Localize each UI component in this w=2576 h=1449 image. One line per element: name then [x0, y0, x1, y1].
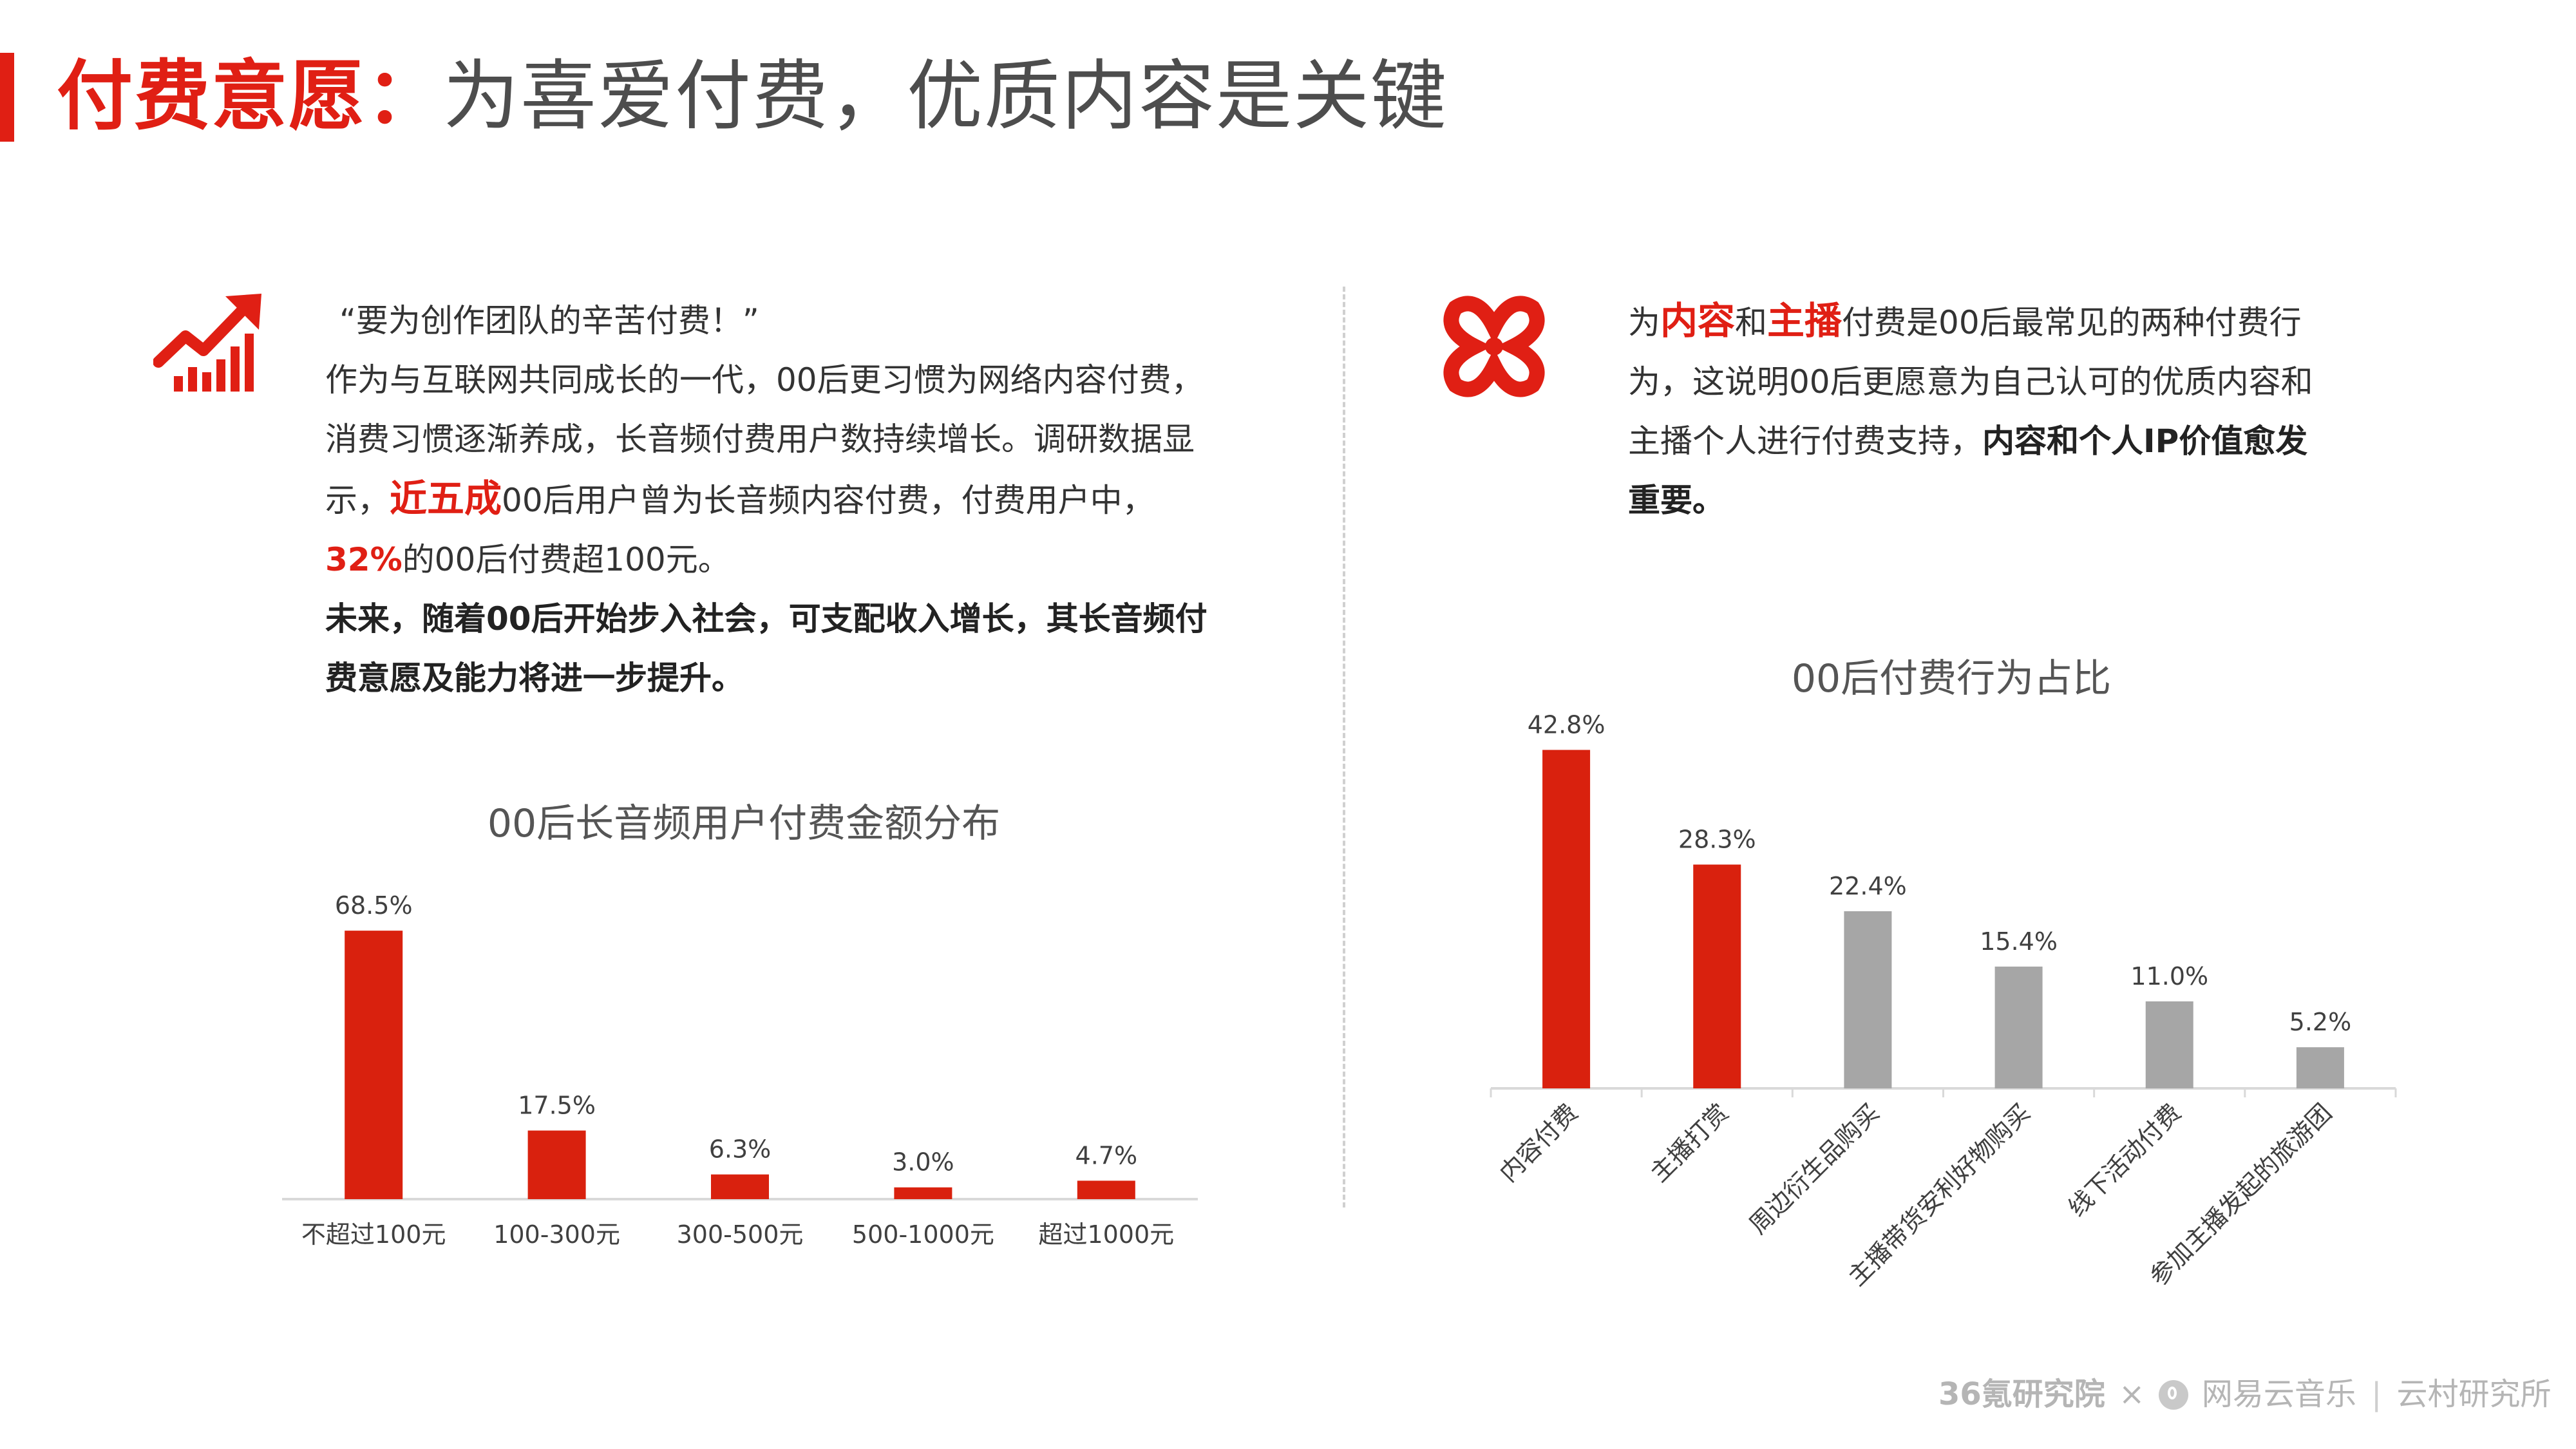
text-fragment: 付费是00后最常见的两种付费行	[1842, 304, 2302, 341]
right-description: 为内容和主播付费是00后最常见的两种付费行 为，这说明00后更愿意为自己认可的优…	[1628, 291, 2530, 530]
category-label: 300-500元	[677, 1220, 804, 1249]
data-label: 17.5%	[518, 1092, 596, 1120]
text-line: 重要。	[1628, 482, 1725, 519]
data-label: 28.3%	[1678, 826, 1756, 854]
text-fragment: 为	[1628, 304, 1660, 341]
text-line: 示，近五成00后用户曾为长音频内容付费，付费用户中，	[325, 469, 1304, 530]
category-label: 100-300元	[493, 1220, 620, 1249]
chart-title-behavior: 00后付费行为占比	[1791, 656, 2112, 701]
bar	[345, 931, 403, 1199]
data-label: 22.4%	[1829, 872, 1907, 900]
brand-netease: 网易云音乐	[2201, 1376, 2356, 1412]
brand-36kr: 36氪研究院	[1938, 1376, 2105, 1412]
highlight-32-percent: 32%	[325, 541, 402, 578]
category-label: 不超过100元	[301, 1220, 446, 1249]
rising-chart-icon	[153, 294, 261, 392]
emphasis-ip-value: 内容和个人IP价值愈发	[1982, 422, 2308, 460]
text-line: 为内容和主播付费是00后最常见的两种付费行	[1628, 291, 2530, 352]
bar	[1844, 911, 1892, 1088]
bar	[1994, 966, 2043, 1088]
times-sign: ×	[2119, 1376, 2145, 1412]
bar	[711, 1174, 769, 1199]
text-fragment: 主播个人进行付费支持，	[1628, 422, 1982, 460]
highlight-host: 主播	[1767, 299, 1842, 343]
text-line: 消费习惯逐渐养成，长音频付费用户数持续增长。调研数据显	[325, 421, 1195, 458]
highlight-near-half: 近五成	[390, 477, 502, 520]
bar	[894, 1187, 952, 1199]
data-label: 3.0%	[892, 1148, 954, 1177]
text-line: 主播个人进行付费支持，内容和个人IP价值愈发	[1628, 412, 2530, 471]
conclusion-line: 费意愿及能力将进一步提升。	[325, 659, 744, 697]
bar	[1077, 1180, 1135, 1199]
bar	[2296, 1047, 2344, 1088]
data-label: 15.4%	[1980, 927, 2058, 956]
column-divider	[1343, 287, 1345, 1208]
text-fragment: 示，	[325, 482, 390, 519]
category-label: 超过1000元	[1038, 1220, 1174, 1249]
category-label: 周边衍生品购买	[1744, 1098, 1885, 1239]
text-fragment: 的00后付费超100元。	[402, 541, 730, 578]
cross-knot-icon	[1443, 296, 1545, 397]
text-line: 32%的00后付费超100元。	[325, 530, 1304, 589]
text-line: 为，这说明00后更愿意为自己认可的优质内容和	[1628, 363, 2313, 401]
title-accent-bar	[0, 53, 14, 142]
page-title-rest: 为喜爱付费，优质内容是关键	[443, 52, 1448, 140]
text-fragment: 和	[1735, 304, 1768, 341]
footer: 36氪研究院 × 网易云音乐 | 云村研究所 18	[1938, 1372, 2576, 1417]
conclusion-line: 未来，随着00后开始步入社会，可支配收入增长，其长音频付	[325, 600, 1208, 638]
text-fragment: 00后用户曾为长音频内容付费，付费用户中，	[502, 482, 1155, 519]
bar	[1542, 750, 1591, 1088]
left-description: “要为创作团队的辛苦付费！” 作为与互联网共同成长的一代，00后更习惯为网络内容…	[325, 291, 1304, 708]
footer-separator: |	[2371, 1376, 2382, 1412]
quote-line: “要为创作团队的辛苦付费！”	[339, 302, 759, 339]
highlight-content: 内容	[1660, 299, 1736, 343]
category-label: 500-1000元	[852, 1220, 994, 1249]
page-title-emphasis: 付费意愿：	[57, 52, 444, 140]
data-label: 42.8%	[1528, 710, 1605, 739]
chart-title-amount: 00后长音频用户付费金额分布	[487, 801, 1001, 846]
netease-music-icon	[2158, 1380, 2188, 1410]
category-label: 线下活动付费	[2063, 1098, 2186, 1222]
data-label: 68.5%	[335, 891, 413, 920]
bar	[1693, 864, 1741, 1088]
category-label: 内容付费	[1494, 1098, 1584, 1188]
data-label: 11.0%	[2130, 962, 2208, 990]
bar	[2145, 1001, 2193, 1088]
text-line: 作为与互联网共同成长的一代，00后更习惯为网络内容付费，	[325, 361, 1204, 399]
data-label: 6.3%	[709, 1135, 772, 1164]
brand-cloud-village: 云村研究所	[2396, 1376, 2552, 1412]
page-title: 付费意愿：为喜爱付费，优质内容是关键	[57, 48, 1448, 151]
category-label: 主播打赏	[1645, 1098, 1734, 1188]
data-label: 5.2%	[2289, 1008, 2352, 1036]
bar	[527, 1130, 586, 1199]
data-label: 4.7%	[1075, 1141, 1138, 1170]
